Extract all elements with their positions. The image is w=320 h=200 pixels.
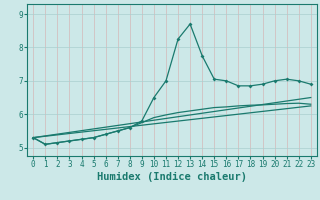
X-axis label: Humidex (Indice chaleur): Humidex (Indice chaleur)	[97, 172, 247, 182]
